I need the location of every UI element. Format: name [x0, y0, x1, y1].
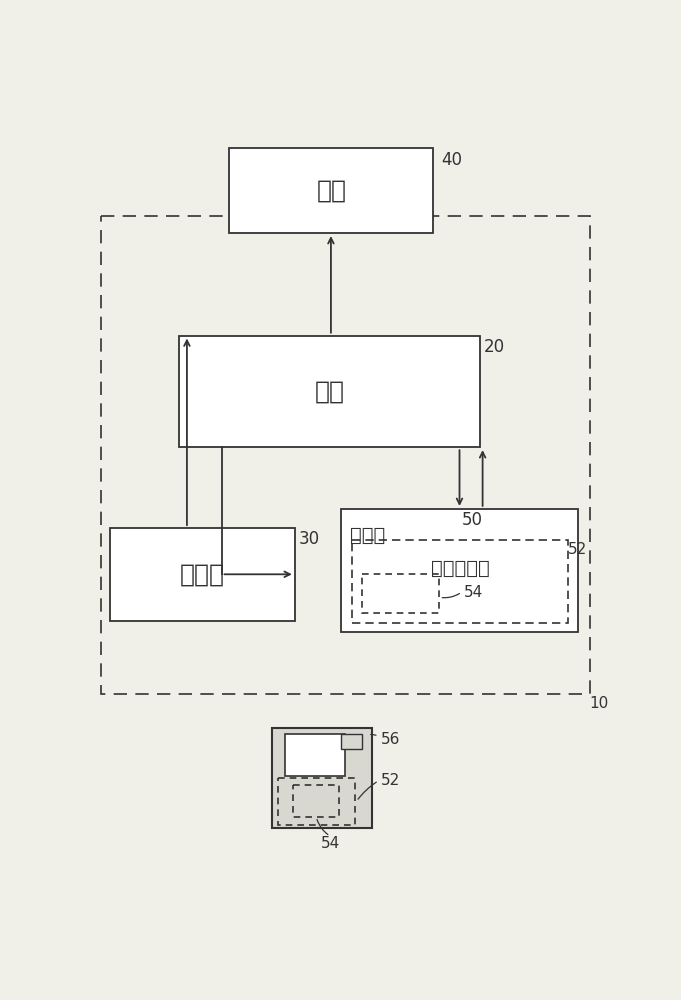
Bar	[278, 778, 355, 825]
Text: 54: 54	[464, 585, 484, 600]
Bar	[353, 540, 568, 623]
Text: 扬声器: 扬声器	[180, 562, 225, 586]
Text: 装置: 装置	[315, 379, 345, 403]
Text: 10: 10	[590, 696, 609, 711]
Text: 56: 56	[381, 732, 400, 747]
Text: 40: 40	[441, 151, 462, 169]
Text: 54: 54	[321, 836, 340, 851]
Text: 20: 20	[484, 338, 505, 356]
Bar	[101, 216, 590, 694]
Bar	[285, 734, 345, 776]
Bar	[272, 728, 372, 828]
Text: 52: 52	[381, 773, 400, 788]
Bar	[294, 785, 339, 817]
Bar	[341, 509, 578, 632]
Bar	[229, 148, 433, 233]
Bar	[341, 734, 362, 749]
Text: 50: 50	[462, 511, 483, 529]
Text: 30: 30	[298, 530, 319, 548]
Text: 52: 52	[568, 542, 587, 557]
Bar	[110, 528, 295, 620]
Text: 存储器: 存储器	[350, 526, 385, 545]
Bar	[362, 574, 439, 613]
Text: 计算机程序: 计算机程序	[431, 559, 490, 578]
Text: 电路: 电路	[316, 179, 347, 203]
Bar	[179, 336, 479, 447]
